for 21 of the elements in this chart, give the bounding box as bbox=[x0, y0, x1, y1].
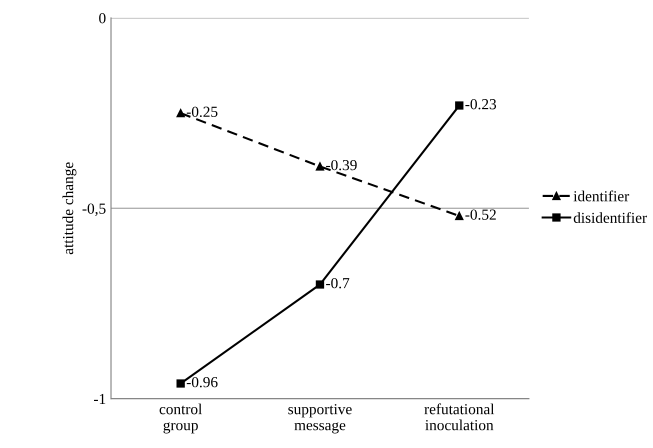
y-tick-label: -0,5 bbox=[82, 203, 106, 216]
point bbox=[455, 212, 464, 220]
x-tick-label: supportive message bbox=[288, 404, 352, 434]
data-label: -0.23 bbox=[465, 99, 496, 110]
point bbox=[316, 162, 324, 171]
point bbox=[316, 280, 324, 289]
legend-label: disidentifier bbox=[574, 212, 647, 223]
x-tick-label: control group bbox=[160, 404, 202, 434]
data-label: -0.52 bbox=[465, 209, 496, 220]
legend-label: identifier bbox=[574, 190, 630, 202]
point bbox=[176, 379, 185, 388]
point bbox=[455, 101, 464, 110]
data-label: -0.39 bbox=[326, 160, 357, 170]
y-tick-label: -1 bbox=[94, 394, 106, 404]
point bbox=[176, 108, 185, 118]
x-tick-label: refutational inoculation bbox=[424, 403, 494, 430]
data-label: -0.7 bbox=[326, 278, 350, 288]
y-tick-label: 0 bbox=[99, 13, 106, 24]
y-axis-title: attitude change bbox=[62, 162, 76, 254]
data-label: -0.96 bbox=[186, 377, 218, 388]
data-label: -0.25 bbox=[186, 106, 218, 118]
